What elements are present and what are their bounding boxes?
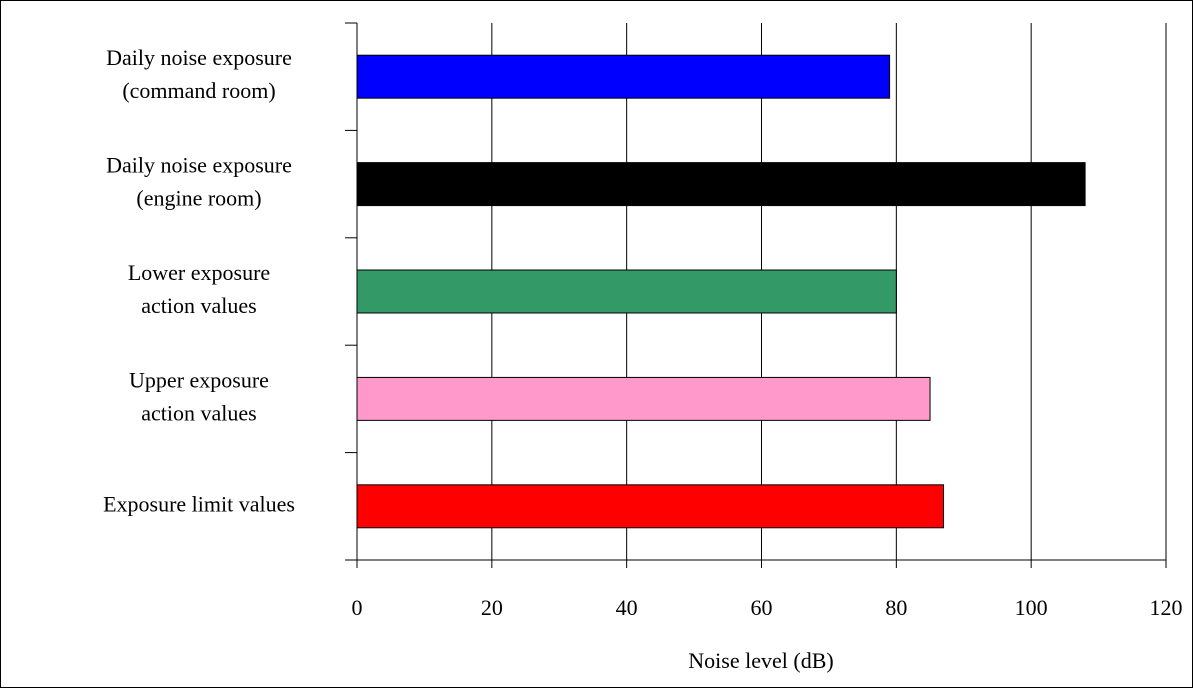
y-tick-label: action values (141, 400, 256, 425)
y-tick-label: (engine room) (136, 186, 261, 211)
bar (356, 376, 931, 421)
bar (356, 484, 945, 529)
x-tick-label: 60 (751, 595, 773, 620)
x-tick-label: 100 (1015, 595, 1048, 620)
bar (356, 269, 897, 314)
x-tick-label: 0 (352, 595, 363, 620)
x-axis-title: Noise level (dB) (688, 648, 833, 673)
x-tick-label: 40 (616, 595, 638, 620)
bar (356, 162, 1086, 207)
y-tick-label: Exposure limit values (103, 491, 295, 516)
y-tick-label: (command room) (122, 78, 275, 103)
y-tick-label: Lower exposure (128, 260, 270, 285)
y-tick-label: Upper exposure (129, 367, 269, 392)
x-tick-label: 80 (885, 595, 907, 620)
x-tick-label: 20 (481, 595, 503, 620)
x-tick-label: 120 (1150, 595, 1183, 620)
bar (356, 54, 891, 99)
y-tick-label: Daily noise exposure (106, 153, 292, 178)
y-tick-label: action values (141, 293, 256, 318)
y-tick-label: Daily noise exposure (106, 45, 292, 70)
